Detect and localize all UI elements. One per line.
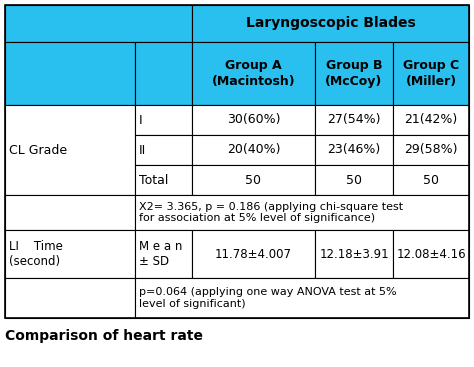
Text: 12.08±4.16: 12.08±4.16 — [396, 247, 466, 261]
Bar — [5, 278, 135, 318]
Text: LI    Time
(second): LI Time (second) — [9, 240, 63, 268]
Bar — [315, 230, 393, 278]
Text: Group C
(Miller): Group C (Miller) — [403, 59, 459, 87]
Bar — [393, 135, 469, 165]
Bar — [135, 230, 192, 278]
Bar — [393, 105, 469, 135]
Text: I: I — [139, 113, 143, 127]
Text: 29(58%): 29(58%) — [404, 143, 458, 156]
Text: 21(42%): 21(42%) — [404, 113, 457, 127]
Bar — [135, 165, 192, 195]
Text: Group B
(McCoy): Group B (McCoy) — [325, 59, 383, 87]
Bar — [135, 135, 192, 165]
Text: CL Grade: CL Grade — [9, 143, 67, 156]
Text: 50: 50 — [246, 174, 262, 186]
Bar — [5, 230, 135, 278]
Bar — [135, 42, 192, 105]
Text: Laryngoscopic Blades: Laryngoscopic Blades — [246, 17, 415, 30]
Text: p=0.064 (applying one way ANOVA test at 5%
level of significant): p=0.064 (applying one way ANOVA test at … — [139, 287, 397, 309]
Bar — [192, 165, 315, 195]
Bar — [5, 42, 135, 105]
Text: 50: 50 — [423, 174, 439, 186]
Bar — [135, 195, 469, 230]
Text: II: II — [139, 143, 146, 156]
Text: M e a n
± SD: M e a n ± SD — [139, 240, 182, 268]
Bar — [315, 42, 393, 105]
Text: Total: Total — [139, 174, 168, 186]
Text: 27(54%): 27(54%) — [327, 113, 381, 127]
Bar — [192, 5, 469, 42]
Bar — [5, 5, 469, 318]
Text: 30(60%): 30(60%) — [227, 113, 280, 127]
Bar — [393, 230, 469, 278]
Bar — [5, 5, 192, 42]
Text: 50: 50 — [346, 174, 362, 186]
Bar — [192, 105, 315, 135]
Text: 12.18±3.91: 12.18±3.91 — [319, 247, 389, 261]
Bar — [192, 42, 315, 105]
Bar — [5, 105, 135, 195]
Bar — [315, 135, 393, 165]
Bar — [315, 165, 393, 195]
Text: 20(40%): 20(40%) — [227, 143, 280, 156]
Bar — [135, 278, 469, 318]
Bar — [5, 195, 135, 230]
Bar — [393, 165, 469, 195]
Text: 23(46%): 23(46%) — [328, 143, 381, 156]
Bar — [192, 135, 315, 165]
Text: Comparison of heart rate: Comparison of heart rate — [5, 329, 203, 343]
Text: 11.78±4.007: 11.78±4.007 — [215, 247, 292, 261]
Text: X2= 3.365, p = 0.186 (applying chi-square test
for association at 5% level of si: X2= 3.365, p = 0.186 (applying chi-squar… — [139, 202, 403, 223]
Text: Group A
(Macintosh): Group A (Macintosh) — [212, 59, 295, 87]
Bar — [315, 105, 393, 135]
Bar — [192, 230, 315, 278]
Bar — [135, 105, 192, 135]
Bar — [393, 42, 469, 105]
